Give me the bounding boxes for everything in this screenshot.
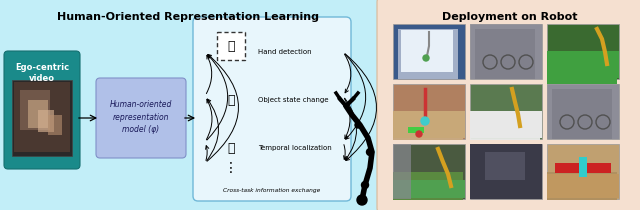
FancyArrowPatch shape — [206, 99, 212, 140]
Bar — [470, 144, 542, 199]
Text: Object state change: Object state change — [258, 97, 328, 103]
Circle shape — [367, 148, 374, 155]
Bar — [398, 29, 458, 79]
Bar — [485, 152, 525, 180]
FancyArrowPatch shape — [207, 55, 239, 161]
FancyArrowPatch shape — [345, 98, 356, 160]
FancyArrowPatch shape — [344, 98, 350, 139]
Bar — [14, 82, 70, 152]
Bar — [393, 111, 465, 138]
FancyBboxPatch shape — [377, 0, 640, 210]
FancyArrowPatch shape — [207, 55, 228, 140]
FancyBboxPatch shape — [393, 144, 465, 199]
FancyBboxPatch shape — [4, 51, 80, 169]
FancyBboxPatch shape — [547, 144, 619, 199]
Bar — [20, 90, 50, 130]
Circle shape — [355, 122, 361, 128]
Bar — [423, 32, 427, 46]
Bar — [547, 54, 617, 84]
Bar — [428, 46, 438, 54]
FancyBboxPatch shape — [96, 78, 186, 158]
Bar — [48, 115, 62, 135]
FancyArrowPatch shape — [345, 54, 365, 139]
Text: 🌱: 🌱 — [227, 142, 235, 155]
FancyArrowPatch shape — [206, 55, 212, 94]
Bar — [393, 144, 411, 199]
Circle shape — [421, 117, 429, 125]
Text: ⋮: ⋮ — [224, 161, 238, 175]
Text: Deployment on Robot: Deployment on Robot — [442, 12, 578, 22]
Bar — [552, 89, 612, 139]
FancyArrowPatch shape — [207, 99, 219, 161]
Bar — [408, 127, 424, 133]
Bar — [547, 51, 619, 78]
Text: Cross-task information exchange: Cross-task information exchange — [223, 188, 321, 193]
Bar — [547, 174, 619, 198]
Bar — [28, 100, 48, 128]
Bar — [475, 149, 535, 199]
Bar — [579, 157, 587, 177]
Circle shape — [362, 181, 369, 189]
Text: Human-Oriented Representation Learning: Human-Oriented Representation Learning — [57, 12, 319, 22]
Text: Temporal localization: Temporal localization — [258, 145, 332, 151]
Circle shape — [423, 55, 429, 61]
Bar — [393, 112, 463, 140]
FancyBboxPatch shape — [12, 80, 72, 156]
Bar — [401, 30, 453, 72]
FancyBboxPatch shape — [0, 0, 382, 210]
Bar — [470, 112, 540, 140]
Bar — [38, 110, 54, 132]
Text: Hand detection: Hand detection — [258, 49, 312, 55]
Bar — [470, 24, 542, 79]
FancyBboxPatch shape — [547, 84, 619, 139]
Text: Ego-centric
video: Ego-centric video — [15, 63, 69, 83]
FancyBboxPatch shape — [217, 32, 245, 60]
Bar — [393, 172, 463, 200]
Circle shape — [416, 131, 422, 137]
FancyArrowPatch shape — [345, 54, 376, 160]
FancyArrowPatch shape — [205, 146, 209, 160]
FancyBboxPatch shape — [547, 24, 619, 79]
Text: ✋: ✋ — [227, 39, 235, 52]
FancyBboxPatch shape — [393, 24, 465, 79]
Bar — [470, 111, 542, 138]
Circle shape — [357, 195, 367, 205]
Bar — [555, 163, 611, 173]
Bar — [547, 172, 617, 200]
Text: 🤚: 🤚 — [227, 93, 235, 106]
FancyBboxPatch shape — [470, 84, 542, 139]
Bar — [547, 84, 619, 139]
Text: Human-oriented
representation
model (φ): Human-oriented representation model (φ) — [110, 100, 172, 134]
FancyArrowPatch shape — [344, 145, 347, 159]
FancyBboxPatch shape — [470, 144, 542, 199]
FancyBboxPatch shape — [470, 24, 542, 79]
Bar — [475, 29, 535, 79]
Bar — [393, 180, 465, 198]
FancyArrowPatch shape — [344, 54, 351, 93]
FancyBboxPatch shape — [393, 84, 465, 139]
FancyBboxPatch shape — [193, 17, 351, 201]
